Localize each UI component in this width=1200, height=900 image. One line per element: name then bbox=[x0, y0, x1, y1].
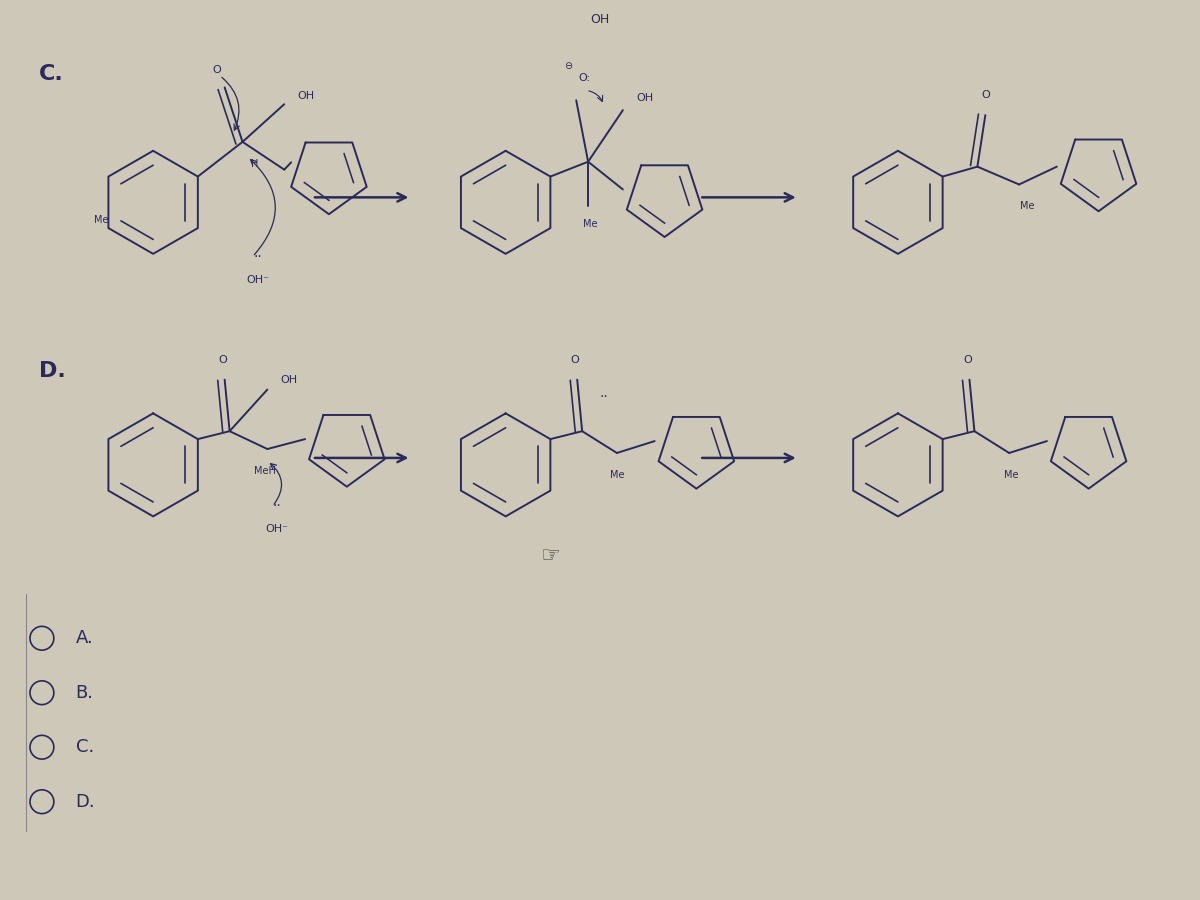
Text: OH: OH bbox=[298, 91, 314, 102]
Text: H: H bbox=[251, 158, 258, 168]
Text: D.: D. bbox=[76, 793, 95, 811]
Text: MeH: MeH bbox=[254, 466, 276, 476]
Text: ··: ·· bbox=[600, 390, 608, 403]
Text: Me: Me bbox=[610, 470, 624, 480]
Text: OH⁻: OH⁻ bbox=[265, 525, 289, 535]
Text: ☞: ☞ bbox=[540, 546, 560, 566]
Text: O: O bbox=[964, 355, 972, 365]
Text: O: O bbox=[980, 90, 990, 100]
Text: O:: O: bbox=[578, 74, 590, 84]
Text: D.: D. bbox=[38, 361, 66, 381]
Text: C.: C. bbox=[76, 738, 94, 756]
Text: O: O bbox=[212, 65, 221, 75]
Text: OH: OH bbox=[281, 374, 298, 384]
Text: C.: C. bbox=[38, 64, 64, 84]
Text: Me: Me bbox=[1004, 470, 1019, 480]
Text: O: O bbox=[571, 355, 580, 365]
Text: ··: ·· bbox=[253, 250, 262, 264]
Text: ··: ·· bbox=[272, 500, 282, 514]
Text: B.: B. bbox=[76, 684, 94, 702]
Text: Me: Me bbox=[583, 219, 598, 230]
Text: Me: Me bbox=[1020, 202, 1034, 211]
Text: ⊖: ⊖ bbox=[564, 60, 572, 70]
Text: A.: A. bbox=[76, 629, 94, 647]
Text: Me: Me bbox=[95, 215, 109, 225]
Text: OH: OH bbox=[636, 94, 653, 104]
Text: OH: OH bbox=[590, 13, 610, 25]
Text: O: O bbox=[218, 355, 227, 365]
Text: OH⁻: OH⁻ bbox=[246, 274, 269, 284]
